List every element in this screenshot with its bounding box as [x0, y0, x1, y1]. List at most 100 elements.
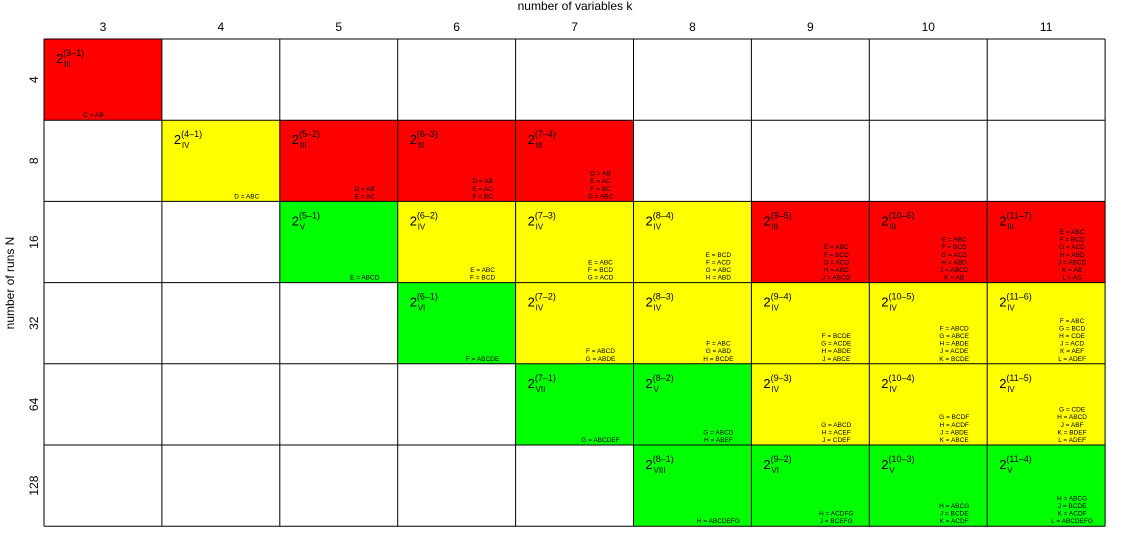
design-cell: 2(5–2) III D = ABE = AC — [279, 120, 398, 202]
y-tick-label: 64 — [27, 397, 41, 411]
generator-text: J = ACD — [1060, 341, 1084, 348]
y-axis-title: number of runs N — [3, 237, 17, 330]
cell-fill — [751, 445, 870, 527]
x-tick-label: 4 — [218, 20, 225, 34]
generator-text: L = AC — [1062, 275, 1082, 282]
x-tick-label: 5 — [335, 20, 342, 34]
generator-text: J = BCDE — [940, 511, 969, 518]
cell-fill — [751, 282, 870, 364]
cell-fill — [869, 282, 988, 364]
design-label: 2(5–2) III — [292, 129, 320, 150]
generator-text: J = BCDE — [1058, 503, 1087, 510]
generator-text: E = ABC — [588, 259, 613, 266]
design-label: 2(10–5) IV — [881, 292, 914, 313]
design-label: 2(11–7) III — [999, 210, 1032, 231]
x-tick-label: 9 — [807, 20, 814, 34]
generator-text: H = ABD — [706, 275, 731, 282]
cell-fill — [397, 282, 516, 364]
generator-text: K = ACDF — [940, 518, 969, 525]
design-label: 2(10–4) IV — [881, 373, 914, 394]
generator-text: D = AB — [590, 171, 610, 178]
design-cell: 2(3–1) III C = AB — [44, 39, 162, 121]
design-cell: 2(5–1) V E = ABCD — [279, 201, 398, 283]
generator-text: G = ABCE — [939, 333, 969, 340]
generator-text: J = ABF — [1061, 422, 1084, 429]
generator-text: E = ABCD — [350, 275, 380, 282]
generator-text: K = ACDF — [1058, 511, 1087, 518]
generator-text: K = AB — [944, 275, 964, 282]
generator-text: L = ABCDEFG — [1051, 518, 1093, 525]
design-label: 2(8–1) VIII — [646, 454, 674, 475]
generator-text: E = ABC — [942, 237, 967, 244]
design-cell: 2(4–1) IV D = ABC — [161, 120, 280, 202]
generator-text: G = ABC — [706, 267, 732, 274]
x-tick-label: 7 — [571, 20, 578, 34]
generator-text: F = BCD — [588, 267, 613, 274]
generator-text: G = ACD — [1059, 244, 1085, 251]
generator-text: G = ACD — [823, 259, 849, 266]
y-tick-label: 128 — [27, 475, 41, 495]
design-label: 2(4–1) IV — [174, 129, 202, 150]
generator-text: F = ACD — [706, 259, 731, 266]
generator-text: G = ABCD — [703, 429, 733, 436]
cell-fill — [633, 445, 752, 527]
x-tick-label: 6 — [453, 20, 460, 34]
generator-text: J = BCEFG — [820, 518, 853, 525]
generator-text: H = ABDE — [939, 341, 969, 348]
generator-text: E = BCD — [706, 252, 732, 259]
generator-text: K = AB — [1062, 267, 1082, 274]
cell-fill — [515, 363, 634, 445]
x-tick-label: 10 — [922, 20, 936, 34]
design-label: 2(9–2) VI — [763, 454, 791, 475]
cell-fill — [397, 201, 516, 283]
cell-fill — [633, 363, 752, 445]
generator-text: J = ACDE — [940, 348, 969, 355]
generator-text: E = ABC — [1060, 229, 1085, 236]
generator-text: J = ABCD — [1058, 259, 1087, 266]
design-label: 2(3–1) III — [56, 48, 84, 69]
generator-text: H = ABCG — [939, 503, 969, 510]
cell-fill — [279, 120, 398, 202]
generator-text: H = ACDFG — [819, 511, 854, 518]
cell-fill — [161, 120, 280, 202]
design-label: 2(9–3) IV — [763, 373, 791, 394]
generator-text: J = ABDE — [940, 429, 969, 436]
generator-text: G = CDE — [1059, 407, 1086, 414]
x-tick-labels: 3 4 5 6 7 8 9 10 11 — [100, 20, 1053, 34]
generator-text: G = BCDF — [939, 414, 969, 421]
design-label: 2(6–2) IV — [410, 210, 438, 231]
generator-text: F = BCD — [470, 275, 495, 282]
generator-text: H = ABD — [1060, 252, 1085, 259]
design-label: 2(9–5) III — [763, 210, 791, 231]
grid-lines — [43, 38, 1106, 527]
generator-text: L = ADEF — [1058, 437, 1086, 444]
y-tick-labels: 4 8 16 32 64 128 — [27, 76, 41, 496]
cell-fill — [869, 201, 988, 283]
generator-text: J = ABCE — [822, 356, 851, 363]
generator-text: H = ABCG — [1057, 495, 1087, 502]
generator-text: G = ABCDEF — [581, 437, 619, 444]
generator-text: H = BCDE — [703, 356, 734, 363]
design-cell: 2(8–1) VIII H = ABCDEFG — [633, 445, 752, 527]
design-label: 2(7–3) IV — [528, 210, 556, 231]
y-tick-label: 4 — [27, 76, 41, 83]
generator-text: G = ABDE — [586, 356, 616, 363]
generator-text: G = ABC — [588, 193, 614, 200]
design-label: 2(11–6) IV — [999, 292, 1032, 313]
generator-text: F = BCDE — [822, 333, 852, 340]
cell-fill — [397, 120, 516, 202]
design-cell: 2(7–4) III D = ABE = ACF = BCG = ABC — [515, 120, 634, 202]
x-tick-label: 8 — [689, 20, 696, 34]
cell-fill — [987, 282, 1106, 364]
